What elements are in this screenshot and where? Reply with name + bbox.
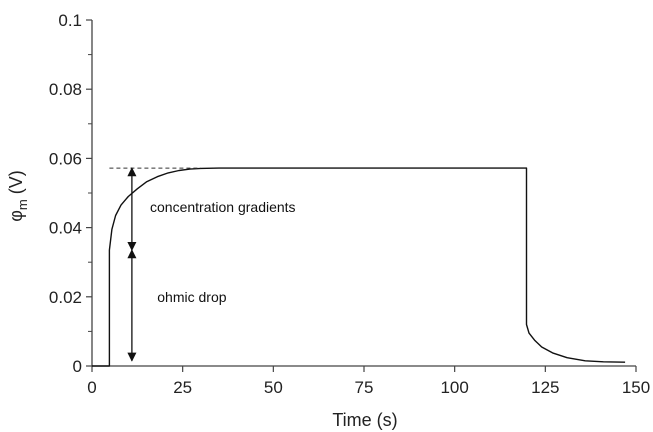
- y-tick-label: 0: [73, 357, 82, 376]
- y-tick-label: 0.06: [49, 149, 82, 168]
- series-line: [92, 167, 626, 367]
- x-tick-label: 75: [355, 378, 374, 397]
- x-tick-label: 150: [622, 378, 650, 397]
- y-tick-label: 0.02: [49, 288, 82, 307]
- x-tick-label: 50: [264, 378, 283, 397]
- y-axis-title: φm (V): [6, 170, 30, 222]
- tick-group: 0 0.02 0.04 0.06 0.08 0.1 0 25 50 75 100 125 150: [49, 11, 650, 397]
- y-tick-label: 0.04: [49, 219, 82, 238]
- y-tick-label: 0.1: [58, 11, 82, 30]
- x-tick-label: 25: [173, 378, 192, 397]
- y-axis-title-subscript: m: [15, 199, 30, 210]
- y-axis-title-symbol: φ: [6, 210, 26, 222]
- x-tick-label: 125: [531, 378, 559, 397]
- data-layer: [92, 167, 626, 367]
- annotation-layer: concentration gradients ohmic drop: [127, 167, 296, 362]
- x-tick-label: 0: [87, 378, 96, 397]
- y-axis-title-unit: (V): [6, 170, 26, 199]
- x-axis-title: Time (s): [332, 410, 397, 430]
- annotation-label: concentration gradients: [150, 199, 296, 215]
- annotation-label: ohmic drop: [157, 289, 226, 305]
- x-tick-label: 100: [440, 378, 468, 397]
- axes: [91, 20, 636, 367]
- y-tick-label: 0.08: [49, 80, 82, 99]
